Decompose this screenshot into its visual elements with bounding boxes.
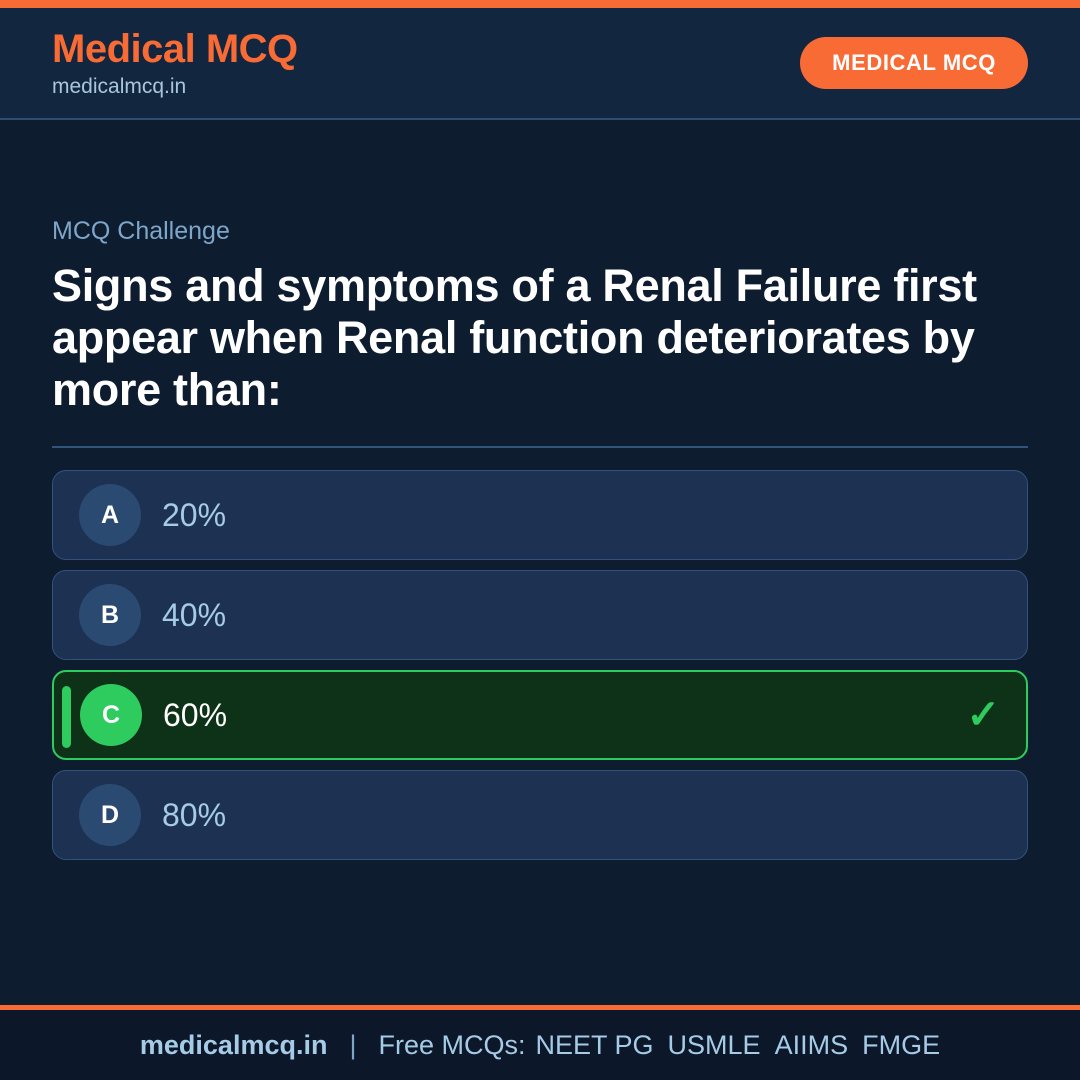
- footer-exam-neetpg[interactable]: NEET PG: [535, 1029, 654, 1060]
- option-b[interactable]: B 40%: [52, 570, 1028, 661]
- page-footer: medicalmcq.in | Free MCQs: NEET PG USMLE…: [0, 1010, 1080, 1080]
- option-letter-badge: A: [79, 484, 141, 547]
- footer-label: Free MCQs:: [378, 1029, 526, 1060]
- option-label: 40%: [162, 597, 227, 634]
- footer-exam-fmge[interactable]: FMGE: [862, 1029, 941, 1060]
- option-a[interactable]: A 20%: [52, 470, 1028, 561]
- option-d[interactable]: D 80%: [52, 770, 1028, 861]
- main-content: MCQ Challenge Signs and symptoms of a Re…: [0, 120, 1080, 1005]
- brand-title: Medical MCQ: [52, 26, 298, 71]
- brand-subtitle: medicalmcq.in: [52, 74, 187, 98]
- eyebrow-label: MCQ Challenge: [52, 217, 230, 245]
- option-c[interactable]: C 60% ✓: [52, 670, 1028, 761]
- correct-accent-bar: [62, 686, 71, 749]
- header-badge: MEDICAL MCQ: [800, 37, 1028, 89]
- options-list: A 20% B 40% C 60% ✓ D 80%: [52, 470, 1028, 861]
- footer-wrap: medicalmcq.in | Free MCQs: NEET PG USMLE…: [0, 1005, 1080, 1080]
- option-label: 20%: [162, 497, 227, 534]
- page-header: Medical MCQ medicalmcq.in MEDICAL MCQ: [0, 8, 1080, 120]
- footer-exam-usmle[interactable]: USMLE: [667, 1029, 761, 1060]
- top-accent-bar: [0, 0, 1080, 8]
- footer-exam-aiims[interactable]: AIIMS: [774, 1029, 849, 1060]
- option-letter-badge: B: [79, 584, 141, 647]
- option-letter-badge: C: [80, 684, 142, 747]
- brand-block: Medical MCQ medicalmcq.in: [52, 28, 298, 98]
- footer-separator: |: [349, 1029, 357, 1060]
- footer-site-link[interactable]: medicalmcq.in: [139, 1029, 328, 1060]
- option-label: 60%: [163, 697, 228, 734]
- question-divider: [52, 446, 1028, 449]
- option-label: 80%: [162, 797, 227, 834]
- check-icon: ✓: [966, 693, 1000, 738]
- question-text: Signs and symptoms of a Renal Failure fi…: [52, 259, 977, 415]
- option-letter-badge: D: [79, 784, 141, 847]
- footer-accent-bar: [0, 1005, 1080, 1010]
- footer-inner: medicalmcq.in | Free MCQs: NEET PG USMLE…: [140, 1030, 940, 1061]
